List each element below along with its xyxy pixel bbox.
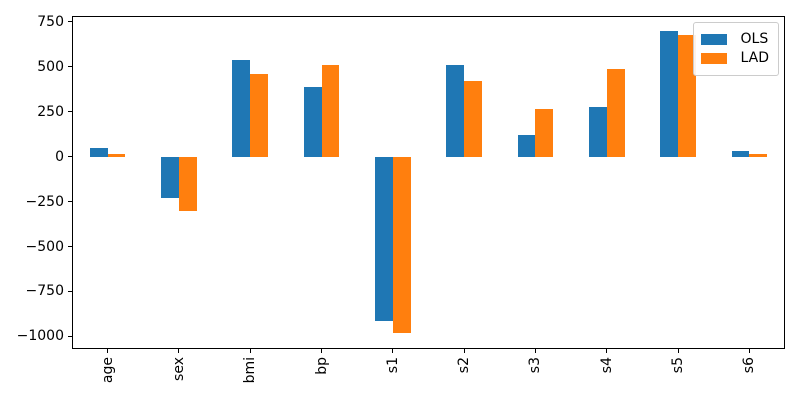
y-tick-label: −750	[25, 283, 64, 300]
bar-lad-s6	[749, 154, 768, 157]
legend: OLS LAD	[692, 22, 779, 76]
x-tick-mark	[321, 349, 323, 353]
bar-lad-s3	[535, 109, 554, 157]
bar-ols-s5	[660, 31, 679, 157]
y-tick-mark	[68, 156, 72, 158]
bar-lad-s4	[606, 69, 625, 157]
x-tick-mark	[392, 349, 394, 353]
y-tick-mark	[68, 246, 72, 247]
x-tick-label: bp	[313, 357, 330, 375]
x-tick-mark	[178, 349, 180, 353]
bar-ols-s3	[517, 135, 536, 157]
y-tick-mark	[68, 335, 72, 337]
y-tick-mark	[68, 111, 72, 113]
bar-ols-s1	[375, 156, 393, 322]
x-tick-label: bmi	[242, 357, 259, 384]
y-tick-label: 500	[37, 58, 64, 75]
y-tick-label: 750	[37, 13, 64, 30]
bar-lad-bp	[321, 64, 340, 157]
y-tick-mark	[68, 290, 72, 292]
x-tick-mark	[534, 349, 536, 353]
y-tick-label: 250	[37, 103, 64, 120]
x-tick-label: age	[99, 357, 116, 384]
x-tick-label: s5	[670, 357, 687, 374]
bar-ols-bp	[303, 87, 322, 157]
x-tick-mark	[463, 349, 465, 353]
legend-swatch-lad	[700, 53, 727, 64]
y-tick-label: −250	[25, 193, 64, 210]
bar-ols-bmi	[232, 60, 251, 157]
bar-ols-s6	[731, 151, 750, 157]
x-tick-mark	[107, 349, 109, 353]
y-tick-label: 0	[55, 148, 64, 165]
y-tick-label: −500	[25, 238, 64, 255]
bar-lad-age	[107, 153, 126, 157]
y-tick-mark	[68, 21, 72, 23]
legend-entry-lad: LAD	[700, 50, 769, 66]
x-tick-label: sex	[170, 357, 187, 381]
legend-label-ols: OLS	[740, 31, 769, 47]
bar-lad-s1	[392, 156, 411, 334]
bar-ols-s4	[588, 106, 607, 157]
bar-lad-sex	[178, 156, 197, 212]
x-tick-mark	[249, 349, 251, 353]
bar-ols-sex	[161, 156, 179, 199]
bar-ols-s2	[446, 64, 465, 157]
x-tick-mark	[677, 349, 679, 353]
bar-lad-s2	[464, 81, 482, 157]
y-tick-mark	[68, 201, 72, 203]
x-tick-label: s6	[741, 357, 758, 374]
legend-swatch-ols	[700, 34, 727, 45]
plot-area: OLS LAD	[72, 16, 785, 349]
legend-entry-ols: OLS	[700, 31, 769, 47]
x-tick-mark	[748, 349, 750, 353]
bar-lad-bmi	[250, 74, 269, 157]
x-tick-label: s4	[598, 357, 615, 374]
legend-label-lad: LAD	[740, 50, 769, 66]
x-tick-mark	[606, 349, 608, 353]
y-tick-mark	[68, 66, 72, 68]
y-tick-label: −1000	[16, 328, 64, 345]
x-tick-label: s2	[456, 357, 473, 374]
x-tick-label: s1	[384, 357, 401, 374]
bar-lad-s5	[678, 34, 696, 157]
bar-ols-age	[89, 147, 108, 157]
x-tick-label: s3	[527, 357, 544, 374]
